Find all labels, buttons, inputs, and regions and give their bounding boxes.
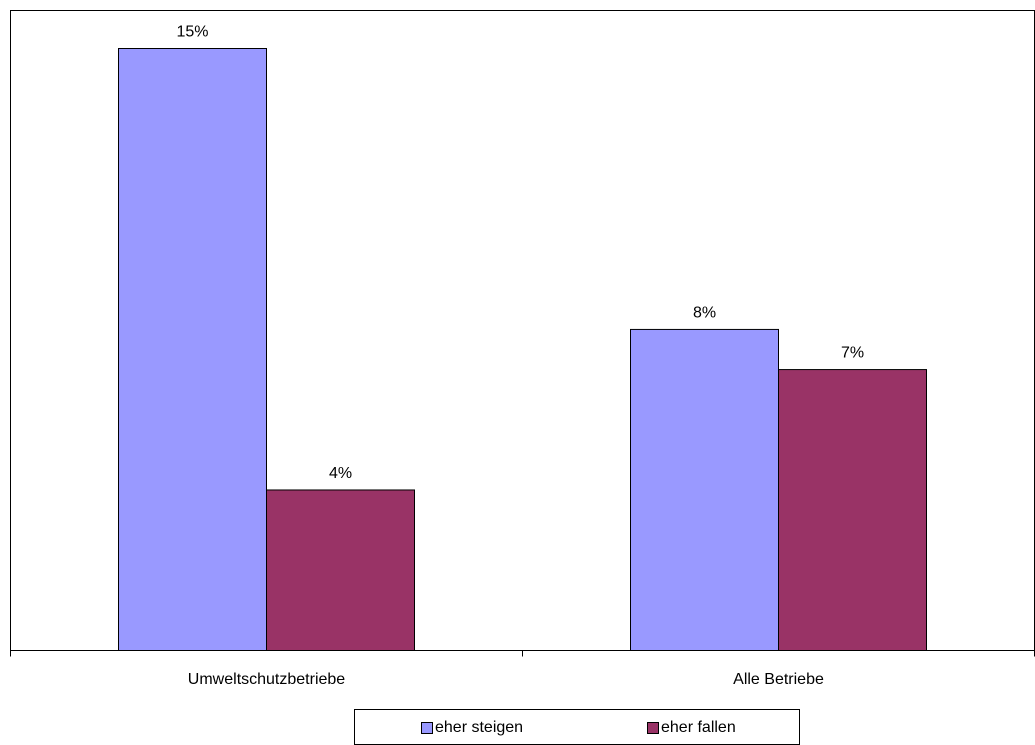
legend-item-eher-fallen: eher fallen [647,719,736,737]
category-label-umweltschutzbetriebe: Umweltschutzbetriebe [188,671,346,688]
legend-item-eher-steigen: eher steigen [421,719,523,737]
legend: eher steigen eher fallen [354,709,800,745]
legend-swatch-eher-fallen [647,722,659,734]
category-label-alle-betriebe: Alle Betriebe [733,671,824,688]
data-label-eher-steigen-alle-betriebe: 8% [693,304,716,321]
data-label-eher-fallen-alle-betriebe: 7% [841,345,864,362]
data-label-eher-fallen-umweltschutzbetriebe: 4% [329,465,352,482]
legend-swatch-eher-steigen [421,722,433,734]
data-label-eher-steigen-umweltschutzbetriebe: 15% [176,24,208,41]
bar-eher-steigen-alle-betriebe [630,328,779,651]
bar-eher-fallen-umweltschutzbetriebe [266,489,415,652]
bar-eher-fallen-alle-betriebe [778,369,927,651]
bar-eher-steigen-umweltschutzbetriebe [118,48,267,651]
legend-label-eher-steigen: eher steigen [435,719,524,736]
bar-chart: 15% 4% Umweltschutzbetriebe 8% 7% Alle Betrie… [10,10,1035,688]
legend-label-eher-fallen: eher fallen [661,719,736,736]
